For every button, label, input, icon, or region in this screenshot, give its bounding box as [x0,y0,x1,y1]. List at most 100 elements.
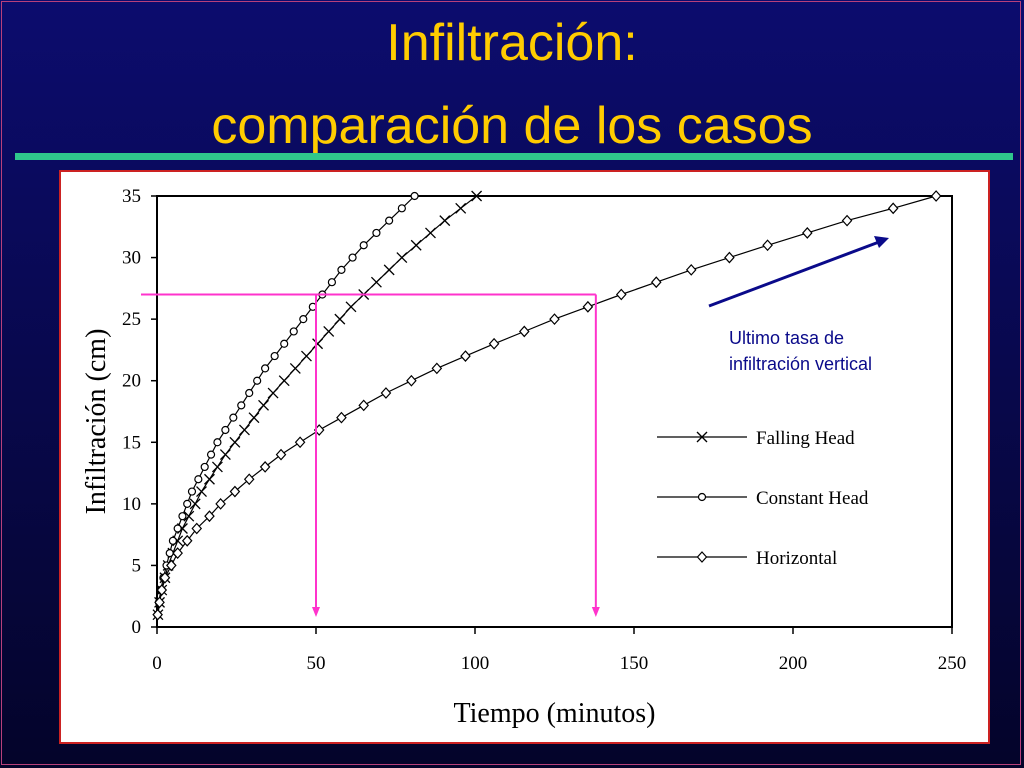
legend-entry-constant-head: Constant Head [657,488,869,509]
data-point [358,399,370,412]
data-point [460,350,471,362]
data-point [615,288,627,301]
legend-entry-falling-head: Falling Head [657,428,855,449]
data-point [172,547,183,560]
data-point [187,487,197,496]
y-axis-label: Infiltración (cm) [81,329,112,515]
data-point [289,362,301,374]
data-point [385,216,394,225]
data-point [724,251,735,264]
data-point [301,350,312,362]
data-point [275,448,287,461]
data-point [802,227,813,239]
data-point [650,276,662,289]
data-point [270,351,279,361]
data-point [178,512,187,521]
data-point [439,215,451,227]
y-tick-label: 5 [132,555,142,576]
data-point [312,338,324,350]
data-point [213,438,222,447]
data-point [278,375,290,387]
data-point [229,436,241,448]
data-point [152,608,163,621]
data-point [294,436,306,449]
x-tick-label: 250 [938,653,967,674]
data-point [299,315,308,324]
series-line [157,195,477,615]
data-point [173,524,182,533]
y-tick-label: 35 [122,186,141,207]
data-point [887,202,899,215]
data-point [410,239,422,251]
data-point [204,473,215,485]
data-point [196,486,207,498]
data-point [189,498,201,510]
y-tick-label: 30 [122,248,141,269]
data-point [206,450,216,459]
trend-arrow-line [708,240,880,308]
data-point [323,325,335,337]
data-point [372,228,381,238]
data-point [685,263,697,276]
data-point [238,424,250,436]
y-tick-label: 20 [122,371,141,392]
data-point [191,522,203,535]
slide-title-line2: comparación de los casos [211,97,813,155]
data-point [410,191,419,201]
data-point [289,327,298,336]
x-tick-label: 50 [307,653,326,674]
infiltration-chart: 0 5 10 15 20 25 30 35 0 50 100 150 200 250 Tiempo (min… [81,186,967,729]
data-point [359,241,368,250]
guide-arrowhead [312,607,320,617]
data-point [471,190,483,202]
data-point [245,388,254,398]
data-point [229,413,238,422]
data-point [696,551,708,563]
x-tick-label: 200 [779,653,808,674]
title-underline-rule [15,153,1013,160]
data-point [181,534,193,547]
data-point [406,374,417,387]
annotation-text-line1: Ultimo tasa de [729,328,844,348]
y-tick-label: 15 [122,432,141,453]
data-point [455,202,467,214]
legend-label: Horizontal [756,548,837,569]
data-point [380,387,392,399]
guide-arrowhead [591,607,600,617]
data-point [221,425,230,435]
data-point [841,214,853,227]
data-point [248,412,260,424]
data-point [396,252,408,264]
data-point [336,411,347,424]
x-tick-label: 0 [152,653,162,674]
legend-label: Constant Head [756,488,869,509]
data-point [348,253,357,262]
y-tick-label: 10 [122,494,141,515]
data-point [261,364,270,373]
data-point [518,325,530,338]
data-point [183,510,195,522]
data-point [397,204,406,213]
data-point [183,499,192,508]
data-point [219,449,231,461]
data-point [425,227,436,239]
data-point [431,362,443,375]
data-point [168,536,178,545]
annotation-text-line2: infiltración vertical [729,354,872,374]
series-constant-head [153,191,419,619]
data-point [215,497,226,510]
data-point [697,492,707,502]
y-tick-label: 0 [132,617,142,638]
data-point [383,264,395,276]
data-point [156,584,168,596]
series-falling-head [152,190,483,621]
series-line [157,195,416,615]
data-point [280,339,289,348]
y-tick-label: 25 [122,309,141,330]
data-point [154,596,165,609]
chart-panel: 0 5 10 15 20 25 30 35 0 50 100 150 200 250 Tiempo (min… [59,170,990,744]
data-point [327,278,336,287]
x-tick-label: 100 [461,653,490,674]
data-point [334,313,346,325]
data-point [166,559,177,572]
